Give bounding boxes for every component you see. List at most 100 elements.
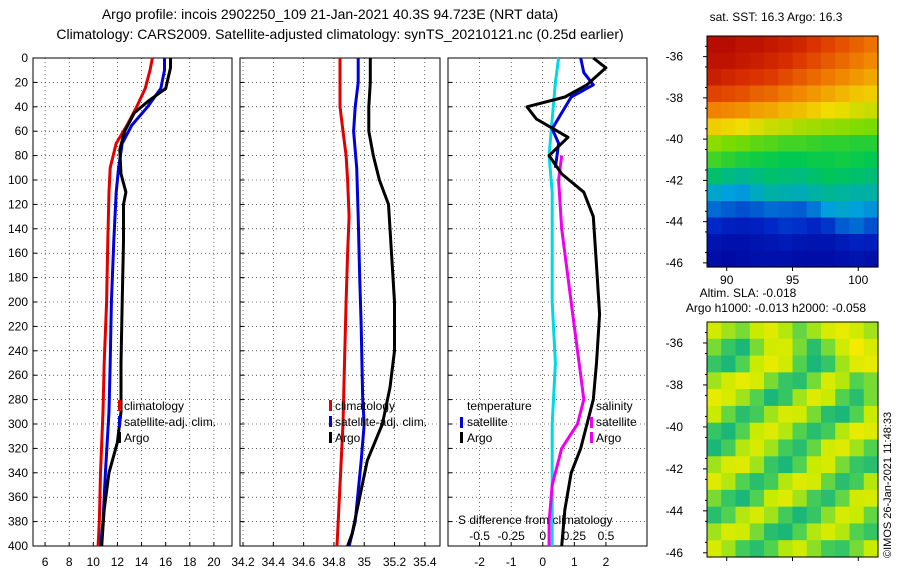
heatmap-cell: [863, 234, 879, 252]
map-x-tick-label: 95: [786, 273, 800, 287]
legend-header-salinity: salinity: [596, 399, 633, 413]
map-x-tick-label: 100: [848, 273, 868, 287]
legend-swatch-satellite-adj: [118, 416, 121, 427]
heatmap-cell: [735, 135, 751, 153]
sla-map-title: Altim. SLA: -0.018: [700, 286, 797, 300]
heatmap-cell: [863, 439, 879, 457]
heatmap-cell: [764, 523, 779, 541]
heatmap-cell: [835, 473, 851, 491]
heatmap-cell: [778, 523, 794, 541]
heatmap-cell: [792, 439, 808, 457]
heatmap-cell: [821, 135, 836, 153]
x-tick-label: 16: [159, 555, 173, 569]
heatmap-cell: [792, 372, 808, 390]
heatmap-cell: [764, 135, 779, 153]
heatmap-cell: [778, 456, 794, 474]
heatmap-cell: [764, 36, 779, 54]
map-y-tick-label: -46: [666, 546, 684, 560]
x-tick-label: 2: [603, 555, 610, 569]
heatmap-cell: [792, 389, 808, 407]
depth-tick-label: 140: [8, 222, 28, 236]
heatmap-cell: [749, 168, 765, 186]
map-y-tick-label: -42: [666, 173, 684, 187]
heatmap-cell: [721, 338, 737, 357]
secondary-tick-label: 0.25: [563, 529, 587, 543]
heatmap-cell: [735, 506, 751, 525]
map-x-tick-label: 90: [720, 273, 734, 287]
heatmap-cell: [778, 389, 794, 407]
heatmap-cell: [707, 217, 722, 235]
depth-tick-label: 380: [8, 515, 28, 529]
heatmap-cell: [806, 135, 822, 153]
heatmap-cell: [863, 473, 879, 491]
heatmap-cell: [863, 36, 879, 54]
heatmap-cell: [821, 372, 836, 390]
heatmap-cell: [792, 184, 808, 202]
heatmap-cell: [835, 118, 851, 136]
heatmap-cell: [849, 52, 865, 70]
heatmap-cell: [735, 473, 751, 491]
heatmap-cell: [707, 456, 722, 474]
heatmap-cell: [749, 201, 765, 219]
heatmap-cell: [806, 201, 822, 219]
heatmap-cell: [863, 489, 879, 508]
heatmap-cell: [778, 151, 794, 169]
heatmap-cell: [792, 118, 808, 136]
heatmap-cell: [764, 372, 779, 390]
heatmap-cell: [863, 322, 879, 340]
heatmap-cell: [863, 372, 879, 390]
heatmap-cell: [778, 405, 794, 424]
x-tick-label: 10: [87, 555, 101, 569]
heatmap-cell: [721, 118, 737, 136]
temperature-legend: climatology satellite-adj. clim. Argo: [118, 399, 216, 445]
heatmap-cells: [707, 322, 879, 558]
heatmap-cell: [707, 69, 722, 87]
heatmap-cell: [707, 201, 722, 219]
heatmap-cell: [764, 201, 779, 219]
legend-swatch-s-satellite: [590, 417, 593, 428]
heatmap-cell: [849, 506, 865, 525]
heatmap-cell: [792, 168, 808, 186]
heatmap-cell: [735, 355, 751, 373]
legend-swatch-climatology: [329, 400, 332, 411]
heatmap-cell: [764, 322, 779, 340]
heatmap-cell: [849, 422, 865, 441]
heatmap-cell: [749, 405, 765, 424]
heatmap-cell: [749, 135, 765, 153]
depth-tick-label: 300: [8, 417, 28, 431]
map-y-tick-label: -38: [666, 378, 684, 392]
heatmap-cell: [764, 338, 779, 357]
heatmap-cell: [707, 250, 722, 268]
series-line-t-argo: [550, 57, 595, 168]
difference-xlabel: S difference from climatology: [458, 513, 613, 527]
heatmap-cell: [749, 118, 765, 136]
heatmap-cell: [764, 422, 779, 441]
heatmap-cell: [735, 151, 751, 169]
map-y-tick-label: -36: [666, 50, 684, 64]
heatmap-cell: [721, 36, 737, 54]
heatmap-cell: [735, 250, 751, 268]
heatmap-cell: [721, 355, 737, 373]
heatmap-cell: [721, 69, 737, 87]
heatmap-cell: [849, 389, 865, 407]
legend-label-argo: Argo: [124, 431, 150, 445]
heatmap-cell: [735, 389, 751, 407]
heatmap-cell: [849, 102, 865, 120]
heatmap-cell: [778, 250, 794, 268]
heatmap-cell: [835, 102, 851, 120]
heatmap-cell: [735, 405, 751, 424]
heatmap-cell: [806, 355, 822, 373]
heatmap-cell: [778, 69, 794, 87]
heatmap-cell: [707, 168, 722, 186]
map-y-tick-label: -36: [666, 336, 684, 350]
depth-tick-label: 400: [8, 539, 28, 553]
heatmap-cell: [778, 489, 794, 508]
heatmap-cell: [849, 85, 865, 103]
heatmap-cell: [863, 69, 879, 87]
heatmap-cell: [792, 506, 808, 525]
heatmap-cell: [764, 217, 779, 235]
heatmap-cell: [863, 250, 879, 268]
heatmap-cell: [749, 355, 765, 373]
x-tick-label: 6: [42, 555, 49, 569]
heatmap-cell: [721, 489, 737, 508]
